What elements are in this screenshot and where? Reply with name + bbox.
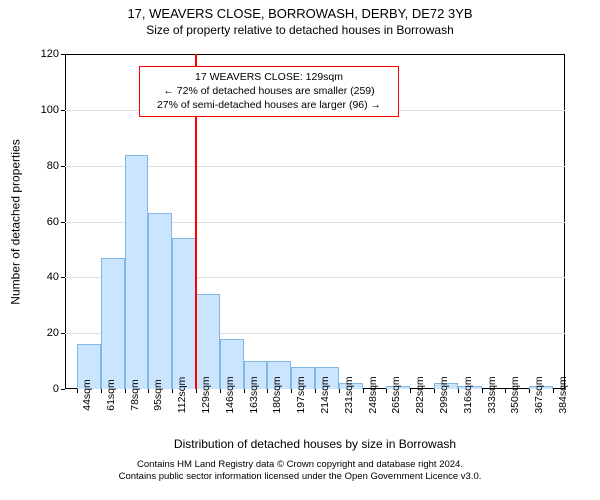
x-tick-label: 214sqm: [319, 376, 331, 413]
y-tick-label: 120: [41, 48, 59, 60]
y-tick: [61, 333, 65, 334]
x-tick-label: 112sqm: [176, 377, 188, 414]
footer-attribution: Contains HM Land Registry data © Crown c…: [0, 459, 600, 484]
x-tick: [553, 389, 554, 393]
x-tick-label: 78sqm: [129, 379, 141, 411]
x-tick: [482, 389, 483, 393]
x-tick: [220, 389, 221, 393]
x-tick-label: 384sqm: [557, 376, 569, 413]
y-tick: [61, 389, 65, 390]
histogram-bar: [148, 213, 172, 389]
x-tick: [458, 389, 459, 393]
x-tick-label: 44sqm: [81, 379, 93, 411]
x-tick-label: 248sqm: [367, 376, 379, 413]
x-tick-label: 231sqm: [343, 376, 355, 413]
y-tick-label: 60: [47, 216, 59, 228]
chart-container: 17, WEAVERS CLOSE, BORROWASH, DERBY, DE7…: [0, 0, 600, 500]
histogram-bar: [101, 258, 125, 389]
annotation-line: 27% of semi-detached houses are larger (…: [146, 98, 392, 112]
y-tick-label: 80: [47, 160, 59, 172]
x-tick-label: 61sqm: [105, 379, 117, 411]
x-tick: [505, 389, 506, 393]
histogram-bar: [196, 294, 220, 389]
x-tick: [363, 389, 364, 393]
x-tick: [125, 389, 126, 393]
y-tick-label: 20: [47, 327, 59, 339]
y-tick: [61, 110, 65, 111]
y-tick-label: 0: [53, 383, 59, 395]
x-tick-label: 350sqm: [509, 376, 521, 413]
x-axis-label: Distribution of detached houses by size …: [65, 437, 565, 451]
x-tick: [172, 389, 173, 393]
x-tick: [267, 389, 268, 393]
x-tick: [386, 389, 387, 393]
y-tick-label: 100: [41, 104, 59, 116]
footer-line-1: Contains HM Land Registry data © Crown c…: [137, 459, 463, 470]
x-tick-label: 316sqm: [462, 376, 474, 413]
x-tick-label: 180sqm: [271, 376, 283, 413]
x-tick-label: 299sqm: [438, 376, 450, 413]
y-tick-label: 40: [47, 271, 59, 283]
footer-line-2: Contains public sector information licen…: [119, 471, 482, 482]
chart-title: 17, WEAVERS CLOSE, BORROWASH, DERBY, DE7…: [0, 0, 600, 21]
x-tick-label: 333sqm: [486, 376, 498, 413]
x-tick: [291, 389, 292, 393]
x-tick: [244, 389, 245, 393]
histogram-bar: [172, 238, 196, 389]
x-tick: [196, 389, 197, 393]
x-tick: [529, 389, 530, 393]
x-tick-label: 95sqm: [152, 379, 164, 411]
annotation-line: 17 WEAVERS CLOSE: 129sqm: [146, 70, 392, 84]
x-tick-label: 163sqm: [248, 376, 260, 413]
x-tick-label: 146sqm: [224, 376, 236, 413]
x-tick: [315, 389, 316, 393]
y-tick: [61, 54, 65, 55]
y-tick: [61, 222, 65, 223]
chart-subtitle: Size of property relative to detached ho…: [0, 21, 600, 37]
y-tick: [61, 277, 65, 278]
y-axis-label: Number of detached properties: [8, 54, 23, 389]
annotation-line: ← 72% of detached houses are smaller (25…: [146, 84, 392, 98]
x-tick-label: 282sqm: [414, 376, 426, 413]
x-tick: [410, 389, 411, 393]
x-tick: [148, 389, 149, 393]
x-tick: [339, 389, 340, 393]
x-tick-label: 197sqm: [295, 376, 307, 413]
x-tick: [434, 389, 435, 393]
y-tick: [61, 166, 65, 167]
histogram-bar: [125, 155, 149, 390]
x-tick: [101, 389, 102, 393]
plot-area: 02040608010012044sqm61sqm78sqm95sqm112sq…: [65, 54, 565, 389]
x-tick: [77, 389, 78, 393]
annotation-box: 17 WEAVERS CLOSE: 129sqm← 72% of detache…: [139, 66, 399, 117]
x-tick-label: 367sqm: [533, 376, 545, 413]
x-tick-label: 265sqm: [390, 376, 402, 413]
x-tick-label: 129sqm: [200, 376, 212, 413]
